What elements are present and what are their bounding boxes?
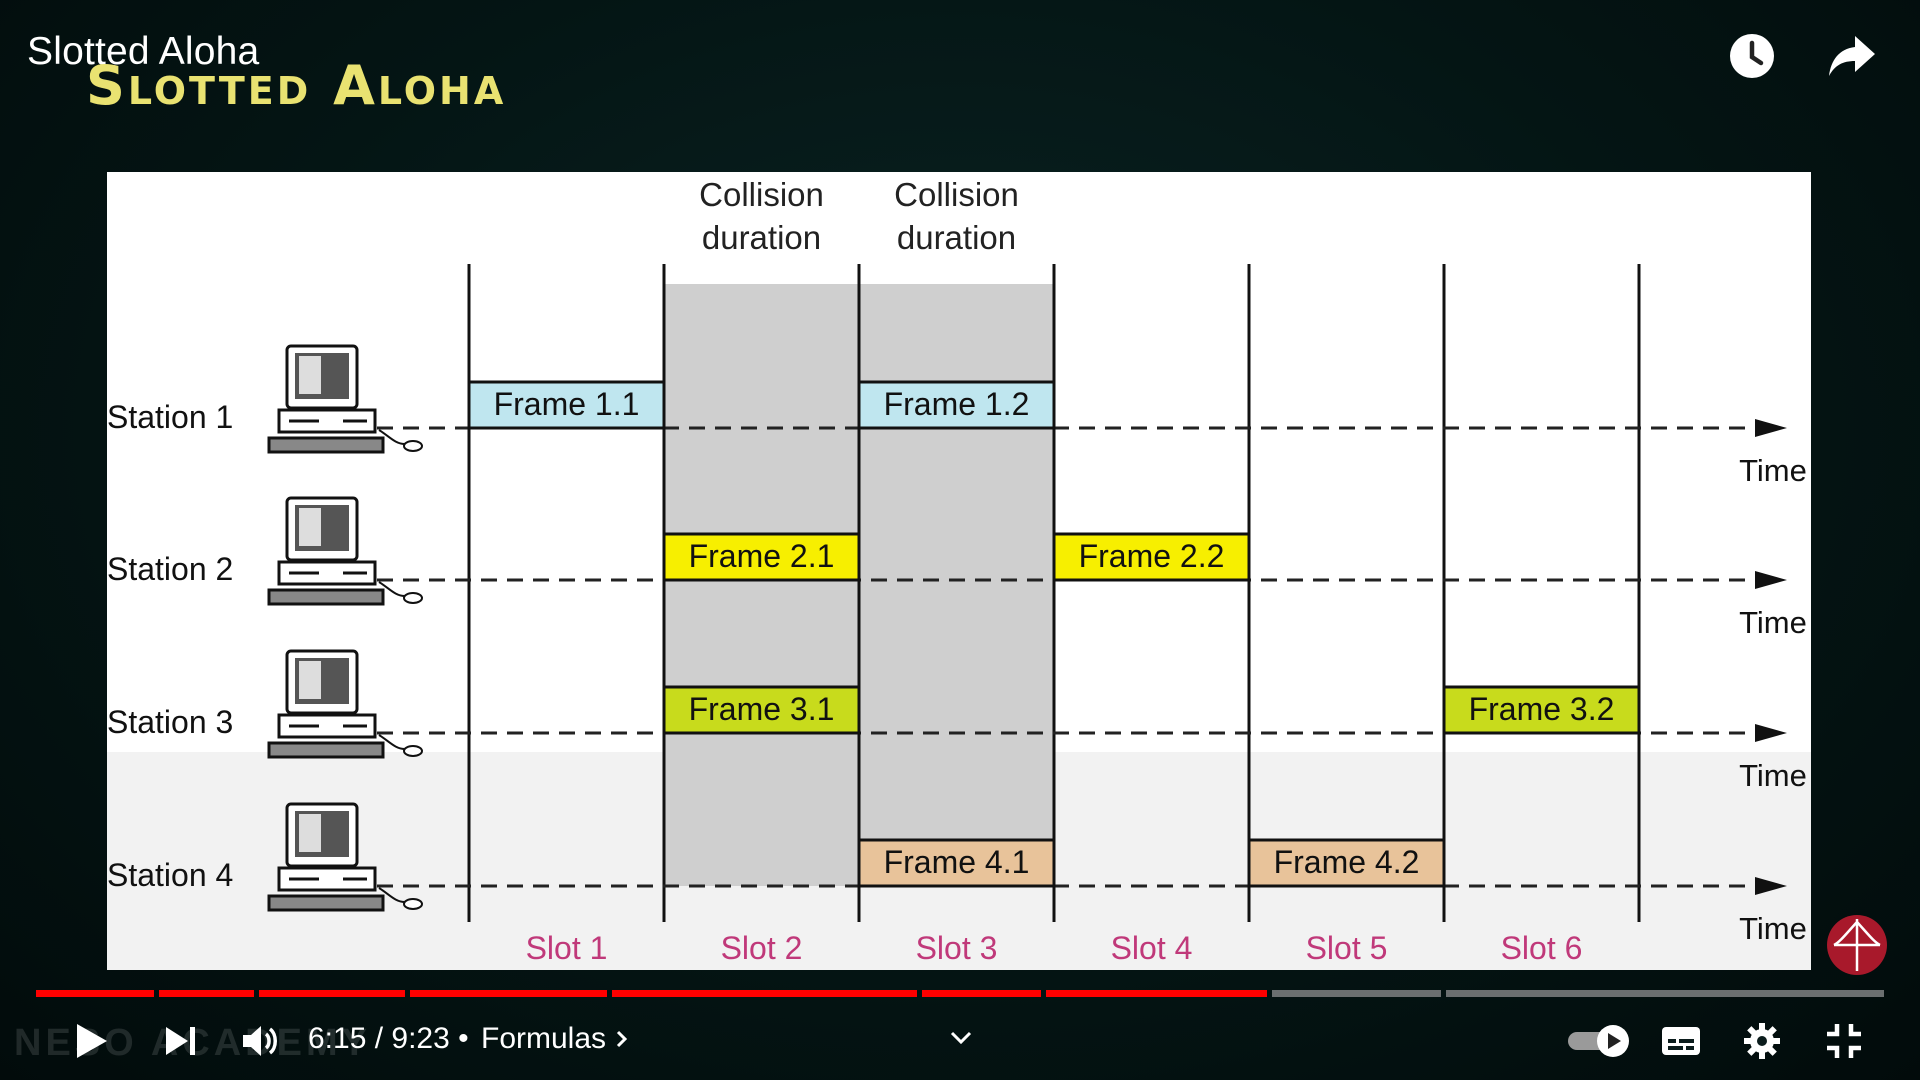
computer-icon	[267, 344, 423, 454]
progress-bar[interactable]	[36, 990, 1884, 997]
current-time: 6:15	[308, 1022, 367, 1055]
frame-box	[857, 380, 1056, 430]
frame-label: Frame 2.1	[689, 538, 835, 574]
frame-box	[857, 838, 1056, 888]
frame-label: Frame 3.1	[689, 691, 835, 727]
exit-fullscreen-icon	[1827, 1024, 1861, 1058]
frame-box	[1052, 532, 1251, 582]
share-icon[interactable]	[1824, 28, 1880, 84]
next-button[interactable]	[156, 1015, 206, 1067]
collision-label: duration	[897, 219, 1016, 256]
collision-label: duration	[702, 219, 821, 256]
chevron-right-icon	[617, 1030, 628, 1048]
slot-label: Slot 2	[721, 930, 803, 966]
chapter-segment[interactable]	[1446, 990, 1884, 997]
frame-box	[662, 532, 861, 582]
slot-label: Slot 1	[526, 930, 608, 966]
time-label: Time	[1739, 453, 1807, 488]
frame-label: Frame 4.2	[1274, 844, 1420, 880]
chevron-down-icon	[950, 1031, 972, 1045]
volume-icon	[243, 1026, 277, 1056]
chapter-segment[interactable]	[1272, 990, 1441, 997]
slotted-aloha-diagram: Collision duration Collision duration Time St…	[107, 172, 1811, 970]
time-label: Time	[1739, 758, 1807, 793]
frame-box	[1247, 838, 1446, 888]
time-label: Time	[1739, 605, 1807, 640]
exit-fullscreen-button[interactable]	[1818, 1015, 1870, 1067]
collision-label: Collision	[894, 176, 1019, 213]
station-label: Station 3	[107, 704, 233, 740]
frame-box	[467, 380, 666, 430]
separator: •	[458, 1022, 469, 1055]
frame-label: Frame 1.2	[884, 386, 1030, 422]
duration: 9:23	[391, 1022, 450, 1055]
frame-box	[662, 685, 861, 735]
volume-button[interactable]	[234, 1015, 288, 1067]
station-label: Station 1	[107, 399, 233, 435]
settings-button[interactable]	[1736, 1015, 1788, 1067]
expand-chevron-button[interactable]	[938, 1012, 984, 1064]
captions-icon	[1662, 1027, 1700, 1055]
captions-button[interactable]	[1656, 1015, 1706, 1067]
frame-label: Frame 1.1	[494, 386, 640, 422]
gear-icon	[1744, 1023, 1780, 1059]
collision-region	[664, 284, 859, 886]
diagram-canvas: Collision duration Collision duration Time St…	[107, 176, 1811, 970]
autoplay-toggle-icon	[1568, 1025, 1629, 1057]
computer-icon	[267, 802, 423, 912]
clock-icon[interactable]	[1724, 28, 1780, 84]
time-arrow	[1755, 419, 1787, 437]
chapter-segment[interactable]	[922, 990, 1041, 997]
slot-label: Slot 3	[916, 930, 998, 966]
chapter-title[interactable]: Formulas	[481, 1022, 607, 1055]
autoplay-toggle[interactable]	[1564, 1015, 1634, 1067]
play-icon	[77, 1024, 107, 1058]
slot-label: Slot 4	[1111, 930, 1193, 966]
next-icon	[166, 1027, 195, 1055]
collision-label: Collision	[699, 176, 824, 213]
time-arrow	[1755, 877, 1787, 895]
chapter-segment[interactable]	[159, 990, 254, 997]
channel-logo[interactable]	[1826, 914, 1888, 976]
computer-icon	[267, 649, 423, 759]
chapter-segment[interactable]	[259, 990, 405, 997]
chapter-segment[interactable]	[36, 990, 154, 997]
slide-heading: Slotted Aloha	[86, 54, 507, 117]
station-label: Station 2	[107, 551, 233, 587]
station-label: Station 4	[107, 857, 233, 893]
frame-label: Frame 3.2	[1469, 691, 1615, 727]
frame-label: Frame 2.2	[1079, 538, 1225, 574]
slot-label: Slot 6	[1501, 930, 1583, 966]
collision-region	[859, 284, 1054, 886]
frame-box	[1442, 685, 1641, 735]
time-arrow	[1755, 571, 1787, 589]
chapter-segment[interactable]	[410, 990, 607, 997]
time-arrow	[1755, 724, 1787, 742]
chapter-segment[interactable]	[1046, 990, 1267, 997]
computer-icon	[267, 496, 423, 606]
time-display: 6:15 / 9:23 • Formulas	[308, 1022, 630, 1056]
frame-label: Frame 4.1	[884, 844, 1030, 880]
video-title[interactable]: Slotted Aloha	[27, 30, 260, 73]
chapter-segment[interactable]	[612, 990, 917, 997]
play-button[interactable]	[66, 1015, 118, 1067]
slot-label: Slot 5	[1306, 930, 1388, 966]
time-label: Time	[1739, 911, 1807, 946]
